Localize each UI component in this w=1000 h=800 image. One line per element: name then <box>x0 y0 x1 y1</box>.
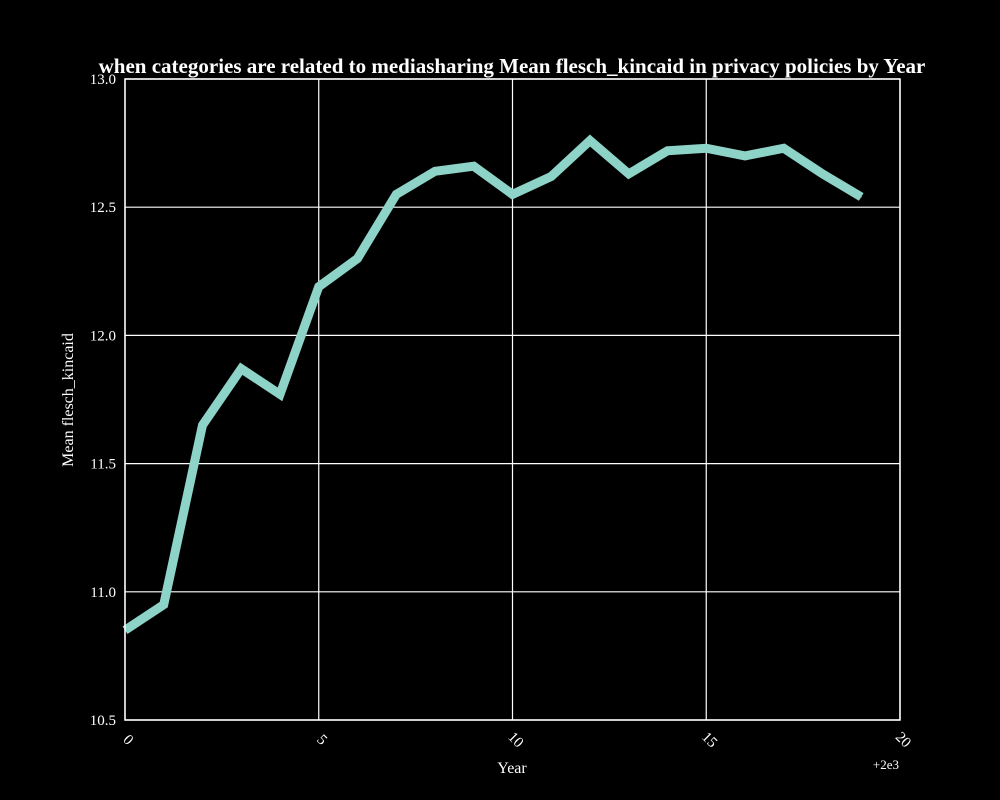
data-point <box>589 140 591 142</box>
x-tick-label: 0 <box>120 732 137 749</box>
data-point <box>783 147 785 149</box>
data-point <box>822 173 823 175</box>
grid-lines <box>124 78 901 721</box>
y-tick-label: 13.0 <box>90 72 116 88</box>
data-point <box>318 286 320 288</box>
y-tick-label: 12.5 <box>90 200 116 216</box>
y-tick-label: 10.5 <box>90 713 116 729</box>
series-layer <box>122 134 864 635</box>
data-point <box>667 150 668 152</box>
x-axis-offset-label: +2e3 <box>873 757 899 772</box>
y-tick-label: 11.5 <box>90 457 116 473</box>
data-point <box>628 173 630 175</box>
y-axis-ticks: 10.5 11.0 11.5 12.0 12.5 13.0 <box>90 72 116 729</box>
x-tick-label: 15 <box>698 729 720 751</box>
x-tick-label: 10 <box>504 729 526 751</box>
x-tick-label: 5 <box>313 732 330 749</box>
data-point <box>202 424 203 426</box>
data-point <box>705 147 707 149</box>
data-point <box>357 257 358 259</box>
plot-area-frame <box>124 78 901 721</box>
y-tick-label: 12.0 <box>90 328 116 344</box>
series-line <box>122 134 864 635</box>
x-tick-label: 20 <box>892 729 914 751</box>
chart-title: when categories are related to mediashar… <box>99 54 926 78</box>
data-point <box>163 604 165 606</box>
x-axis-label: Year <box>497 760 527 777</box>
data-point <box>744 155 746 157</box>
x-axis-ticks: 0 5 10 15 20 <box>120 729 914 751</box>
data-point <box>550 175 552 177</box>
data-point <box>512 193 513 195</box>
y-tick-label: 11.0 <box>90 585 116 601</box>
data-point <box>395 193 397 195</box>
data-point <box>860 196 862 198</box>
data-point <box>279 393 281 395</box>
data-point <box>473 165 475 167</box>
data-point <box>240 368 242 370</box>
data-point <box>434 170 436 172</box>
y-axis-label: Mean flesch_kincaid <box>60 333 77 467</box>
